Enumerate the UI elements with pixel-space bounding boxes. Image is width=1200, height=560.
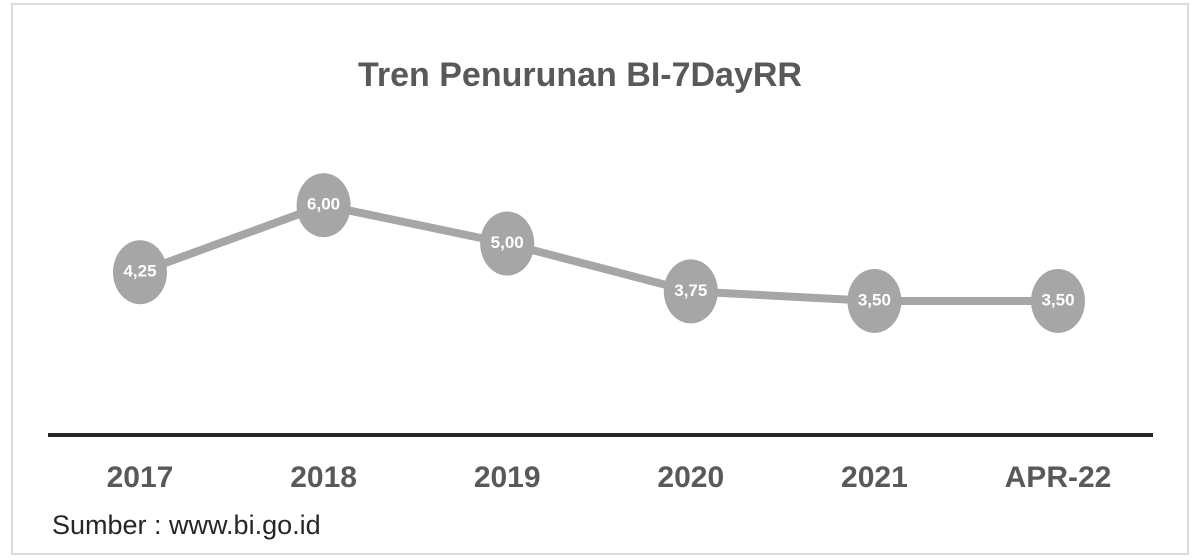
data-label: 5,00 bbox=[491, 233, 524, 252]
frame bbox=[11, 3, 1189, 555]
data-label: 3,50 bbox=[858, 290, 891, 309]
x-tick-label: APR-22 bbox=[1005, 461, 1112, 494]
data-point bbox=[1031, 268, 1085, 333]
data-point bbox=[296, 173, 351, 238]
source-note: Sumber : www.bi.go.id bbox=[52, 510, 321, 540]
data-label: 3,50 bbox=[1041, 290, 1074, 309]
data-label: 3,75 bbox=[674, 281, 707, 300]
x-tick-label: 2018 bbox=[290, 461, 357, 494]
data-point bbox=[480, 211, 535, 276]
x-tick-label: 2019 bbox=[474, 461, 541, 494]
data-point bbox=[847, 268, 902, 333]
x-tick-label: 2017 bbox=[107, 461, 174, 494]
data-label: 6,00 bbox=[307, 195, 340, 214]
x-tick-label: 2020 bbox=[657, 461, 724, 494]
data-line bbox=[138, 201, 1058, 305]
chart-title: Tren Penurunan BI-7DayRR bbox=[358, 56, 802, 94]
x-tick-label: 2021 bbox=[841, 461, 908, 494]
data-label: 4,25 bbox=[123, 262, 156, 281]
data-point bbox=[663, 259, 718, 324]
data-point bbox=[113, 240, 167, 305]
